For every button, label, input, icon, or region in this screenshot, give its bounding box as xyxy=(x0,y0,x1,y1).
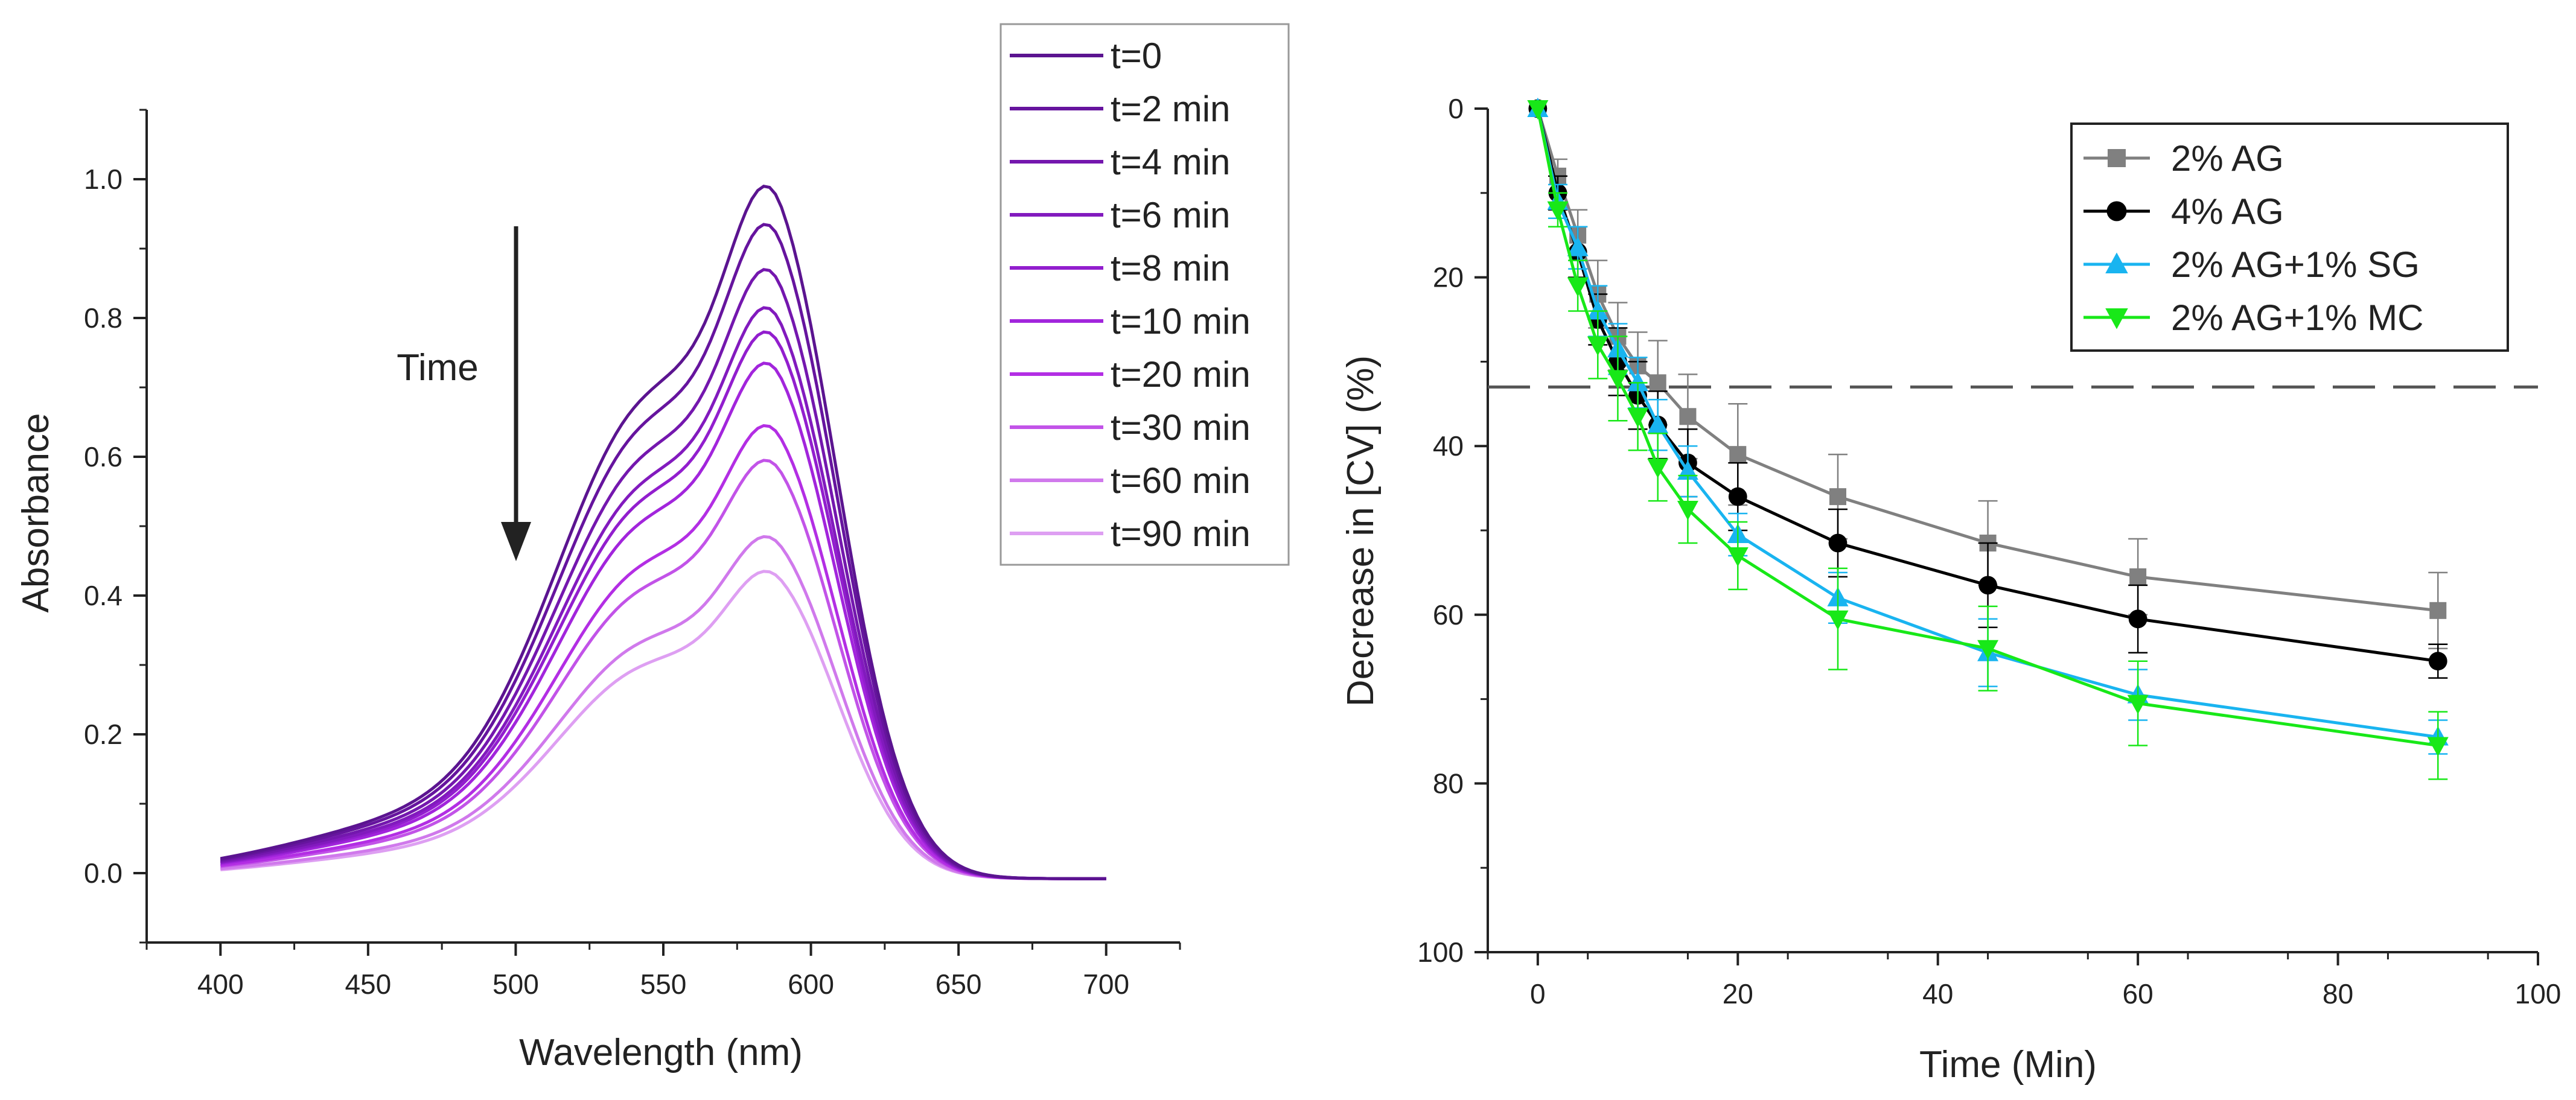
decay-data-point xyxy=(1647,414,1669,434)
spectrum-x-tick-label: 400 xyxy=(197,968,244,1000)
decay-y-tick-label: 40 xyxy=(1433,430,1464,462)
decay-data-point xyxy=(2128,609,2147,629)
decay-data-point xyxy=(1728,487,1747,506)
spectrum-x-axis-title: Wavelength (nm) xyxy=(519,1032,803,1073)
time-annotation-label: Time xyxy=(397,347,478,389)
spectrum-series-line xyxy=(220,424,1106,880)
spectrum-x-tick-label: 600 xyxy=(788,968,834,1000)
decay-data-point xyxy=(1587,300,1608,320)
decay-data-point xyxy=(1727,547,1749,567)
decay-x-tick-label: 40 xyxy=(1922,978,1953,1009)
decay-legend-label: 2% AG xyxy=(2171,138,2284,179)
decay-legend-label: 2% AG+1% SG xyxy=(2171,244,2420,285)
decay-legend-label: 4% AG xyxy=(2171,191,2284,232)
decay-legend: 2% AG 4% AG 2% AG+1% SG 2% AG+1% MC xyxy=(2070,122,2509,352)
spectrum-y-tick-label: 1.0 xyxy=(84,164,123,195)
decay-y-axis-title: Decrease in [CV] (%) xyxy=(1340,355,1382,707)
decay-x-tick-label: 100 xyxy=(2515,978,2562,1009)
decay-y-tick-label: 0 xyxy=(1448,93,1464,124)
decay-x-axis-title: Time (Min) xyxy=(1919,1044,2097,1086)
decay-axes: 0 20 40 60 80 100 0 20 40 60 80 100 xyxy=(1417,93,2561,1009)
spectrum-series-line xyxy=(220,268,1106,880)
spectrum-series-line xyxy=(220,459,1106,880)
spectrum-legend-label: t=2 min xyxy=(1111,89,1230,129)
decay-series xyxy=(1527,97,2449,780)
decay-data-point xyxy=(1977,640,1999,660)
spectrum-y-tick-label: 0.4 xyxy=(84,580,123,611)
decay-data-point xyxy=(1567,277,1589,297)
decay-data-point xyxy=(1729,446,1747,463)
spectrum-legend: t=0 t=2 min t=4 min t=6 min t=8 min t=10 min t… xyxy=(999,23,1290,566)
spectrum-legend-label: t=6 min xyxy=(1111,195,1230,235)
decay-x-tick-label: 60 xyxy=(2123,978,2154,1009)
decay-legend-marker xyxy=(2106,201,2127,221)
spectrum-x-tick-label: 650 xyxy=(936,968,982,1000)
decay-data-point xyxy=(1627,372,1649,392)
decay-data-point xyxy=(1978,576,1997,595)
decay-data-point xyxy=(1587,336,1608,356)
spectrum-y-tick-label: 0.8 xyxy=(84,302,123,334)
decay-data-point xyxy=(2427,737,2449,757)
decay-data-point xyxy=(1567,237,1589,256)
decay-data-point xyxy=(1677,501,1698,521)
spectrum-y-tick-label: 0.6 xyxy=(84,441,123,472)
spectrum-legend-label: t=90 min xyxy=(1111,513,1251,554)
spectrum-curves xyxy=(220,185,1106,880)
spectrum-chart: 400 450 500 550 600 650 7000.00.20.40.60.81.0 … xyxy=(15,23,1290,1073)
spectrum-legend-label: t=30 min xyxy=(1111,407,1251,448)
decay-y-tick-label: 20 xyxy=(1433,262,1464,293)
decay-x-tick-label: 80 xyxy=(2323,978,2353,1009)
spectrum-series-line xyxy=(220,306,1106,880)
decay-x-tick-label: 0 xyxy=(1530,978,1546,1009)
spectrum-legend-label: t=60 min xyxy=(1111,460,1251,501)
spectrum-legend-label: t=4 min xyxy=(1111,142,1230,182)
decay-legend-marker xyxy=(2105,252,2128,273)
decay-data-point xyxy=(1647,459,1669,478)
decay-y-tick-label: 100 xyxy=(1417,936,1464,968)
decay-data-point xyxy=(2429,602,2447,619)
decay-data-point xyxy=(1828,533,1848,553)
spectrum-axes: 400 450 500 550 600 650 700 0.0 0.2 0.4 0.6 0.8 1.0 xyxy=(84,109,1181,1000)
decay-data-point xyxy=(2428,652,2447,671)
decay-data-point xyxy=(1679,408,1697,425)
decay-y-tick-label: 60 xyxy=(1433,599,1464,631)
spectrum-legend-label: t=20 min xyxy=(1111,354,1251,395)
spectrum-x-tick-label: 450 xyxy=(345,968,391,1000)
decay-legend-box xyxy=(2070,122,2509,352)
spectrum-legend-label: t=10 min xyxy=(1111,301,1251,342)
spectrum-series-line xyxy=(220,330,1106,880)
spectrum-x-tick-label: 700 xyxy=(1083,968,1129,1000)
decay-chart: 0 20 40 60 80 100 0 20 40 60 80 100 Time (Min) Decr… xyxy=(1340,93,2561,1086)
decay-data-point xyxy=(1649,374,1666,392)
decay-legend-label: 2% AG+1% MC xyxy=(2171,297,2424,338)
decay-x-tick-label: 20 xyxy=(1723,978,1753,1009)
decay-data-point xyxy=(1627,408,1649,428)
spectrum-legend-label: t=0 xyxy=(1111,36,1162,76)
decay-legend-marker xyxy=(2105,308,2128,329)
decay-data-point xyxy=(2127,695,2149,714)
spectrum-y-tick-label: 0.2 xyxy=(84,719,123,750)
decay-y-tick-label: 80 xyxy=(1433,768,1464,799)
decay-legend-marker xyxy=(2108,149,2126,167)
decay-data-point xyxy=(1607,370,1628,390)
spectrum-series-line xyxy=(220,185,1106,880)
decay-data-point xyxy=(1827,610,1849,630)
spectrum-legend-label: t=8 min xyxy=(1111,248,1230,288)
spectrum-y-tick-label: 0.0 xyxy=(84,857,123,889)
spectrum-x-tick-label: 550 xyxy=(640,968,687,1000)
time-arrow xyxy=(501,226,531,561)
decay-data-point xyxy=(1527,100,1549,120)
decay-data-point xyxy=(1547,201,1569,221)
decay-data-point xyxy=(1829,488,1846,506)
decay-data-point xyxy=(2129,568,2147,585)
spectrum-legend-box xyxy=(999,23,1290,566)
spectrum-x-tick-label: 500 xyxy=(493,968,539,1000)
spectrum-y-axis-title: Absorbance xyxy=(15,413,57,613)
